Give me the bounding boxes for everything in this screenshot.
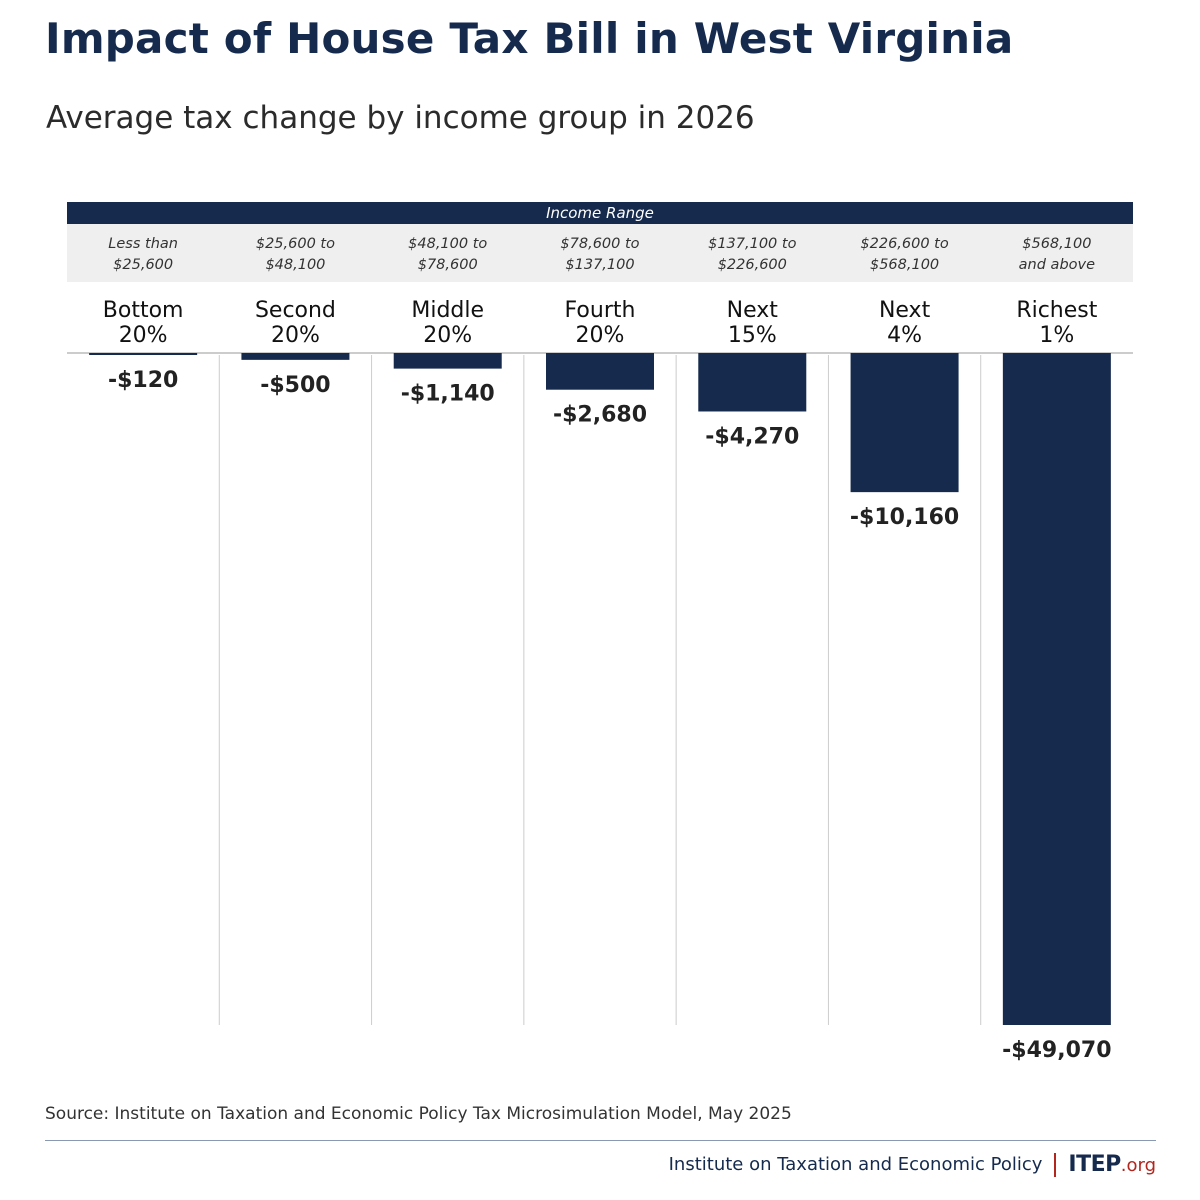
bar bbox=[393, 353, 502, 369]
bar-value-label: -$2,680 bbox=[553, 403, 647, 428]
bar-value-label: -$120 bbox=[108, 368, 178, 393]
bar-value-label: -$49,070 bbox=[1002, 1038, 1111, 1063]
footer: Institute on Taxation and Economic Polic… bbox=[669, 1152, 1156, 1177]
bar-value-label: -$10,160 bbox=[850, 505, 959, 530]
group-label-line1: Fourth bbox=[565, 298, 636, 323]
footer-separator bbox=[1054, 1152, 1057, 1177]
source-note: Source: Institute on Taxation and Econom… bbox=[45, 1104, 792, 1124]
group-label-line2: 20% bbox=[576, 323, 625, 348]
group-label-line1: Second bbox=[255, 298, 336, 323]
income-range-line2: and above bbox=[1019, 257, 1095, 273]
group-label-line1: Richest bbox=[1016, 298, 1097, 323]
income-range-line1: $78,600 to bbox=[560, 236, 639, 252]
group-label-line1: Middle bbox=[411, 298, 484, 323]
group-label-line1: Bottom bbox=[103, 298, 184, 323]
income-range-line2: $78,600 bbox=[418, 257, 478, 273]
bar-value-label: -$500 bbox=[260, 373, 330, 398]
group-label-line1: Next bbox=[879, 298, 931, 323]
logo-suffix: .org bbox=[1120, 1155, 1156, 1176]
group-label-line2: 20% bbox=[271, 323, 320, 348]
income-range-header-label: Income Range bbox=[546, 204, 654, 222]
bar bbox=[850, 353, 959, 493]
footer-org-name: Institute on Taxation and Economic Polic… bbox=[668, 1154, 1043, 1175]
group-label-line2: 4% bbox=[887, 323, 922, 348]
group-label-line1: Next bbox=[727, 298, 779, 323]
income-range-line2: $568,100 bbox=[870, 257, 939, 273]
bar bbox=[89, 353, 198, 355]
income-range-header bbox=[67, 202, 1133, 224]
bar bbox=[546, 353, 654, 390]
itep-logo: ITEP.org bbox=[1068, 1152, 1156, 1177]
income-range-line2: $48,100 bbox=[265, 257, 325, 273]
group-label-line2: 1% bbox=[1039, 323, 1074, 348]
logo-main: ITEP bbox=[1068, 1152, 1121, 1177]
group-label-line2: 15% bbox=[728, 323, 777, 348]
income-range-line1: $25,600 to bbox=[256, 236, 335, 252]
chart-subtitle: Average tax change by income group in 20… bbox=[46, 100, 755, 136]
chart-title: Impact of House Tax Bill in West Virgini… bbox=[45, 14, 1014, 63]
bar bbox=[241, 353, 350, 360]
income-range-line1: $568,100 bbox=[1022, 236, 1091, 252]
group-label-line2: 20% bbox=[119, 323, 168, 348]
income-range-line2: $226,600 bbox=[718, 257, 787, 273]
group-label-line2: 20% bbox=[423, 323, 472, 348]
footer-divider bbox=[45, 1140, 1156, 1141]
bar bbox=[698, 353, 807, 412]
bar-value-label: -$4,270 bbox=[705, 424, 799, 449]
income-range-line1: $137,100 to bbox=[708, 236, 796, 252]
bar bbox=[1002, 353, 1111, 1025]
bar-value-label: -$1,140 bbox=[401, 382, 495, 407]
income-range-line2: $25,600 bbox=[113, 257, 173, 273]
income-range-line1: $48,100 to bbox=[408, 236, 487, 252]
income-range-band bbox=[67, 224, 1133, 282]
income-range-line1: $226,600 to bbox=[860, 236, 948, 252]
income-range-line2: $137,100 bbox=[565, 257, 634, 273]
income-range-line1: Less than bbox=[108, 236, 178, 252]
